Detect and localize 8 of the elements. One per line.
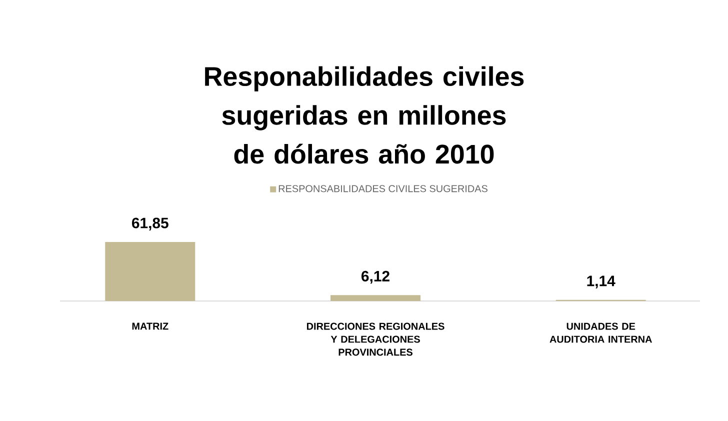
chart-title: Responabilidades civiles sugeridas en millones de dólares año 2010 [205, 66, 524, 164]
x-tick-label: DIRECCIONES REGIONALES Y DELEGACIONES PROVINCIALES [306, 322, 444, 356]
x-tick-label: MATRIZ [132, 322, 168, 330]
x-tick-label: UNIDADES DE AUDITORIA INTERNA [550, 322, 652, 343]
data-label: 1,14 [587, 276, 616, 288]
legend-label: RESPONSABILIDADES CIVILES SUGERIDAS [278, 185, 488, 192]
data-label: 61,85 [132, 218, 168, 230]
data-label: 6,12 [362, 270, 390, 284]
